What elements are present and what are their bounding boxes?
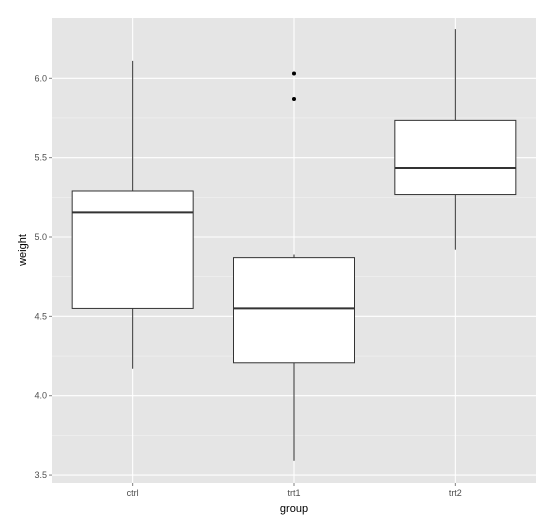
y-tick-label: 5.0: [34, 232, 47, 242]
y-axis-title: weight: [17, 234, 29, 267]
x-tick-label: ctrl: [127, 488, 139, 498]
y-tick-label: 4.0: [34, 391, 47, 401]
box-group: [71, 29, 517, 461]
box-trt1: [233, 71, 355, 461]
box-ctrl: [71, 60, 194, 369]
box-trt2: [394, 29, 517, 250]
box-iqr: [233, 257, 355, 364]
y-tick-label: 4.5: [34, 311, 47, 321]
outlier-point: [292, 96, 296, 101]
y-tick-label: 5.5: [34, 153, 47, 163]
y-tick-label: 3.5: [34, 470, 47, 480]
y-axis-ticks: 3.5 4.0 4.5 5.0 5.5 6.0: [34, 73, 52, 480]
box-iqr: [394, 119, 517, 196]
x-tick-label: trt2: [449, 488, 462, 498]
x-axis-title: group: [280, 503, 308, 515]
x-tick-label: trt1: [287, 488, 300, 498]
y-tick-label: 6.0: [34, 73, 47, 83]
box-iqr: [71, 190, 194, 309]
outlier-point: [292, 71, 296, 76]
x-axis-ticks: ctrl trt1 trt2: [127, 483, 462, 498]
